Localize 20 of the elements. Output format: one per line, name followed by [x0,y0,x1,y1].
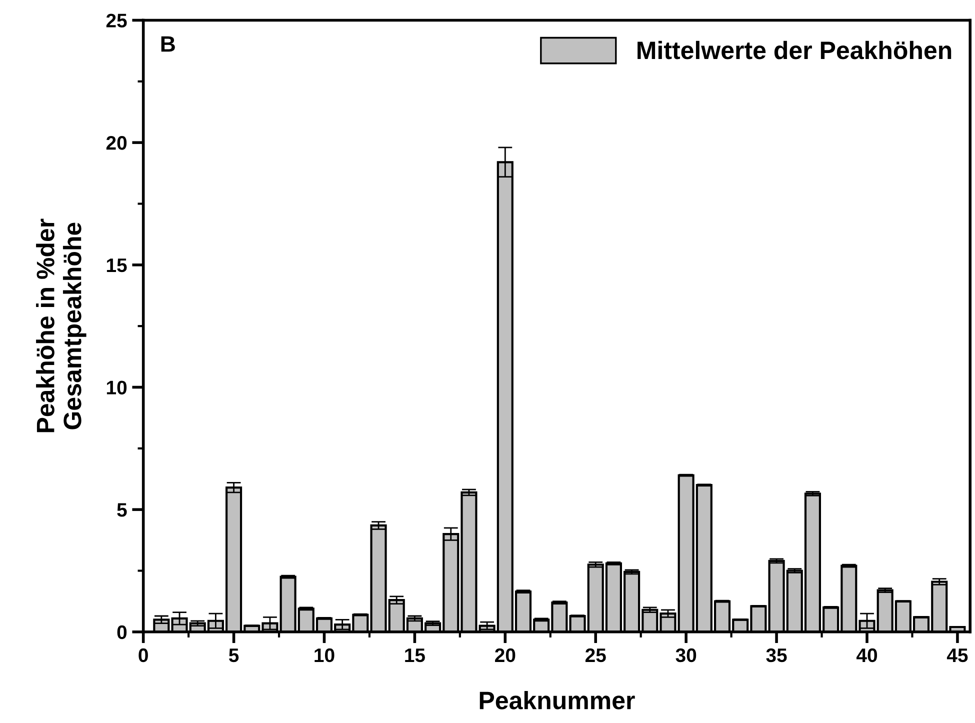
x-tick-label: 45 [946,648,968,662]
x-tick-label: 0 [138,648,148,662]
x-tick-label: 25 [585,648,606,662]
x-tick-label: 30 [676,648,696,662]
y-tick-label: 0 [117,625,127,640]
x-axis-title: Peaknummer [480,691,635,710]
y-axis-title: Peakhöhe in %der Gesamtpeakhöhe [36,218,86,432]
x-tick-label: 35 [766,648,787,662]
y-tick-label: 5 [117,503,127,517]
y-tick-label: 15 [106,258,127,272]
y-tick-label: 20 [106,136,127,150]
legend-label: Mittelwerte der Peakhöhen [638,40,952,60]
annotation: B [161,36,175,52]
y-tick-label: 10 [106,380,127,394]
x-tick-label: 5 [228,648,239,662]
x-tick-label: 15 [405,648,425,662]
x-tick-label: 40 [856,648,878,662]
x-tick-label: 20 [495,648,516,662]
x-tick-label: 10 [314,648,334,662]
y-tick-label: 25 [106,14,127,28]
